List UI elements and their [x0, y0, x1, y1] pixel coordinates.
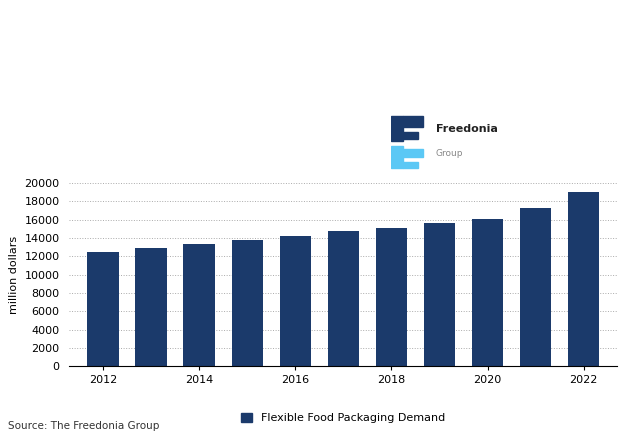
Y-axis label: million dollars: million dollars — [9, 235, 19, 314]
Bar — [88, 252, 118, 366]
Text: Figure 3-1.
Flexible Food Packaging Demand,
2012 – 2022
(million dollars): Figure 3-1. Flexible Food Packaging Dema… — [8, 8, 231, 76]
Bar — [424, 223, 455, 366]
Text: Source: The Freedonia Group: Source: The Freedonia Group — [8, 421, 159, 431]
Bar — [328, 231, 359, 366]
Bar — [280, 236, 311, 366]
Bar — [183, 245, 215, 366]
Bar — [232, 240, 263, 366]
Legend: Flexible Food Packaging Demand: Flexible Food Packaging Demand — [237, 409, 450, 428]
Text: Group: Group — [436, 149, 464, 158]
Text: Freedonia: Freedonia — [436, 124, 498, 134]
Bar — [403, 116, 423, 127]
Bar — [135, 248, 167, 366]
Bar — [391, 116, 403, 141]
Bar — [391, 146, 403, 168]
Bar — [376, 228, 407, 366]
Bar — [568, 192, 599, 366]
Bar — [472, 219, 503, 366]
Bar — [403, 162, 418, 168]
Bar — [403, 132, 418, 139]
Bar — [403, 149, 423, 157]
Bar — [520, 208, 551, 366]
